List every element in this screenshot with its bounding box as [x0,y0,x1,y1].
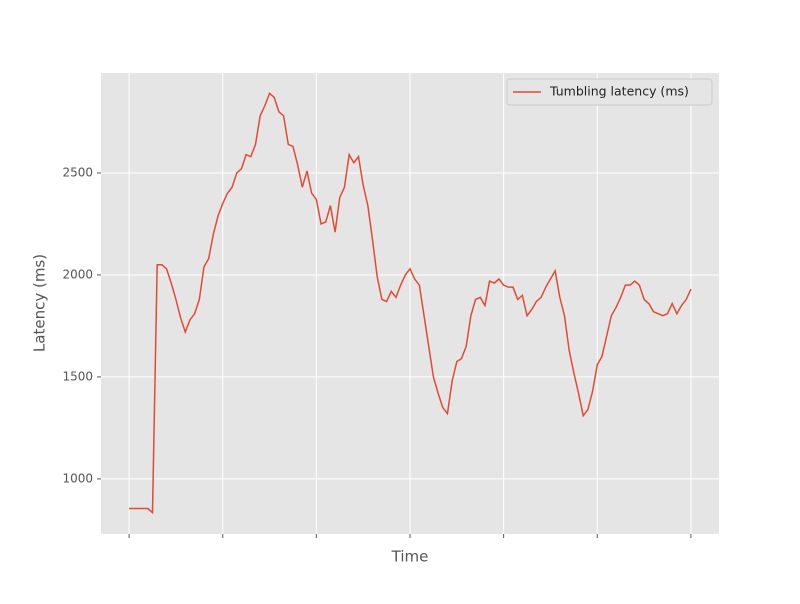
grid [101,73,719,534]
y-tick-label: 1000 [62,471,93,485]
y-tick-label: 1500 [62,369,93,383]
y-tick-label: 2500 [62,165,93,179]
y-tick-label: 2000 [62,267,93,281]
x-axis-label: Time [391,548,429,566]
y-axis-label: Latency (ms) [31,254,49,352]
legend-box [506,78,713,106]
legend-label: Tumbling latency (ms) [549,84,689,99]
line-series [129,92,692,515]
